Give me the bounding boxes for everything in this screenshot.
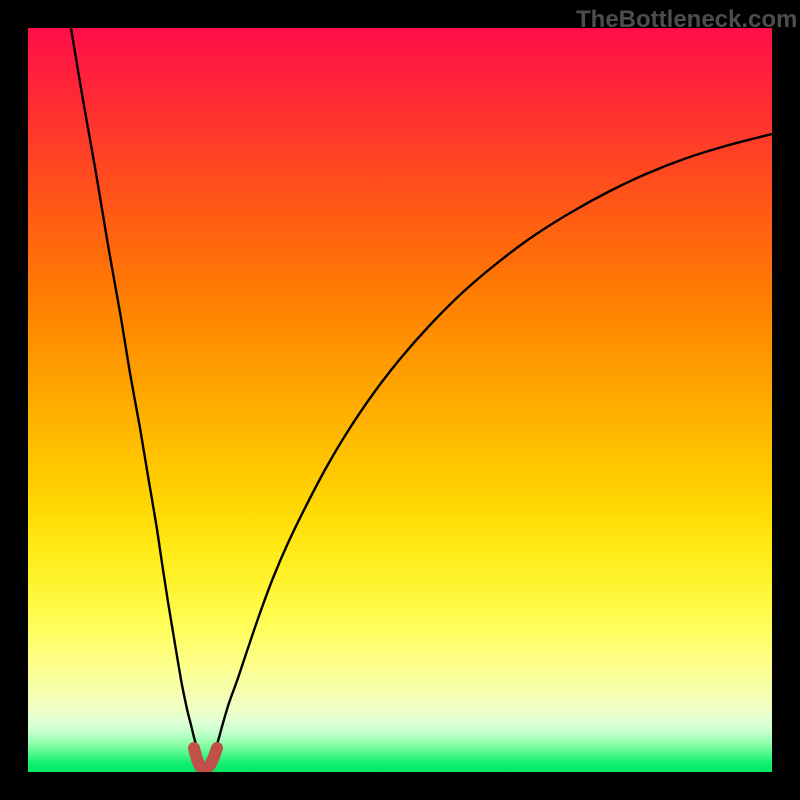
plot-background [28, 28, 772, 772]
stage: TheBottleneck.com [0, 0, 800, 800]
chart-svg [0, 0, 800, 800]
watermark-text: TheBottleneck.com [576, 6, 797, 34]
